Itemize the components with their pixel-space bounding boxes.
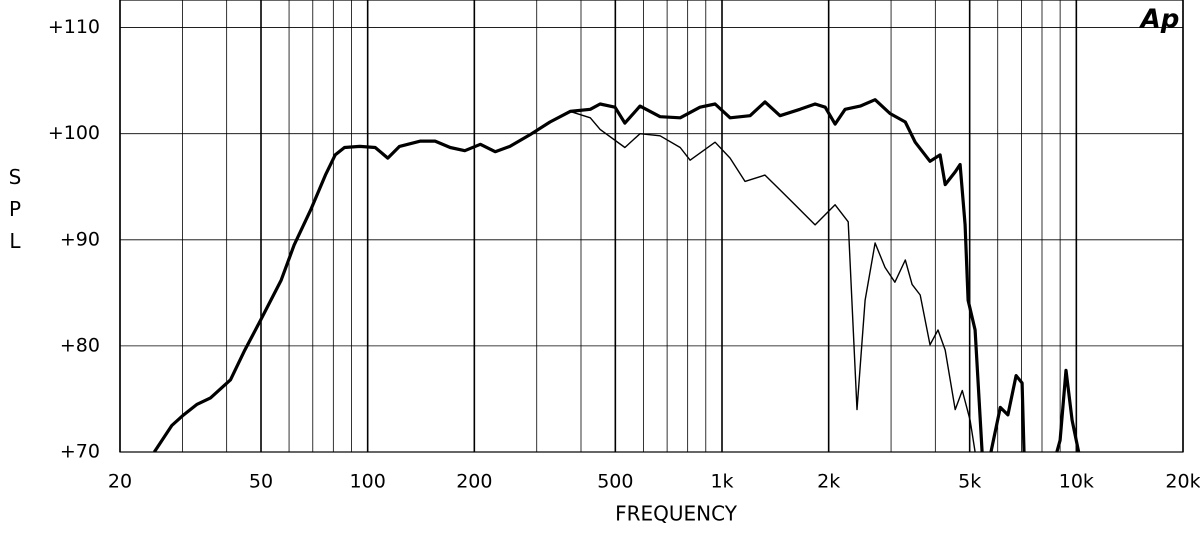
y-tick-label: +80 — [60, 334, 100, 356]
response-curve — [152, 98, 1081, 452]
x-tick-label: 2k — [817, 471, 840, 493]
y-tick-label: +100 — [48, 122, 100, 144]
x-tick-label: 20k — [1165, 471, 1200, 493]
x-tick-label: 1k — [710, 471, 733, 493]
x-tick-label: 200 — [456, 471, 492, 493]
x-tick-label: 20 — [108, 471, 132, 493]
y-tick-label: +90 — [60, 228, 100, 250]
logo: Ap — [1139, 5, 1180, 35]
y-tick-label: +70 — [60, 441, 100, 463]
y-axis-label: SPL — [3, 165, 27, 261]
x-tick-label: 5k — [958, 471, 981, 493]
x-tick-label: 500 — [597, 471, 633, 493]
response-curve — [549, 110, 976, 452]
x-tick-label: 50 — [249, 471, 273, 493]
x-tick-label: 100 — [350, 471, 386, 493]
x-axis-label: FREQUENCY — [615, 502, 738, 526]
grid — [119, 0, 1184, 453]
x-tick-label: 10k — [1059, 471, 1094, 493]
y-tick-label: +110 — [48, 16, 100, 38]
